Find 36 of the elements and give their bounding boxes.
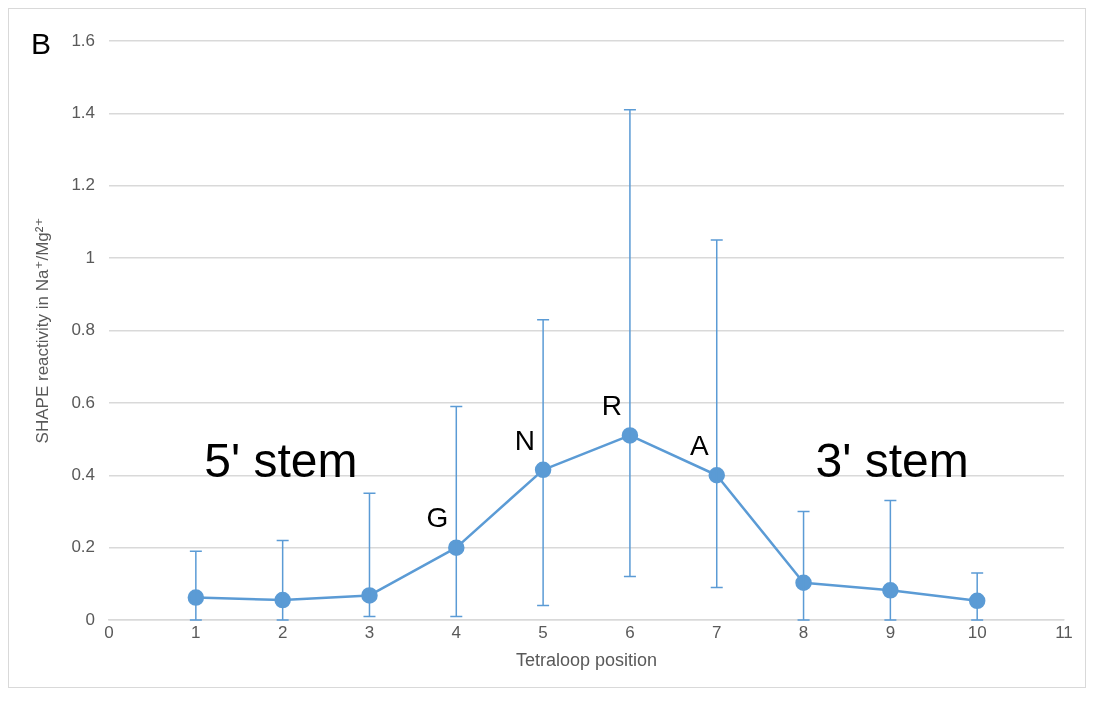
point (448, 539, 465, 556)
annotation: R (601, 390, 622, 422)
x-tick-label: 0 (104, 622, 114, 642)
x-axis-title: Tetraloop position (515, 650, 658, 671)
point (795, 574, 812, 591)
point (708, 467, 725, 484)
annotation: 5' stem (204, 433, 358, 487)
x-tick-label: 1 (191, 622, 201, 642)
y-tick-label: 1.2 (71, 175, 96, 195)
y-tick-label: 1.6 (71, 30, 96, 50)
y-tick-label: 0.4 (71, 464, 96, 484)
annotation: N (514, 424, 536, 456)
annotation: A (690, 429, 710, 461)
x-tick-label: 10 (967, 622, 987, 642)
x-tick-label: 8 (798, 622, 809, 642)
x-tick-label: 3 (364, 622, 375, 642)
y-tick-label: 1 (85, 247, 96, 267)
text: B (31, 27, 52, 61)
y-axis-title: SHAPE reactivity in Na⁺/Mg²⁺ (32, 217, 52, 444)
annotation: G (426, 502, 449, 534)
x-tick-label: 2 (277, 622, 288, 642)
point (274, 591, 291, 609)
y-tick-label: 0.2 (71, 537, 96, 557)
y-tick-label: 0 (85, 609, 96, 629)
x-tick-label: 4 (451, 622, 462, 642)
x-tick-label: 9 (885, 622, 896, 642)
x-tick-label: 11 (1055, 622, 1073, 642)
x-tick-label: 7 (712, 622, 722, 642)
point (361, 587, 378, 604)
y-tick-label: 0.8 (71, 320, 96, 340)
point (882, 582, 899, 599)
x-tick-label: 5 (538, 622, 548, 642)
annotation: 3' stem (815, 433, 969, 487)
x-tick-label: 6 (625, 622, 635, 642)
y-tick-label: 0.6 (71, 392, 96, 412)
y-tick-label: 1.4 (71, 103, 96, 123)
